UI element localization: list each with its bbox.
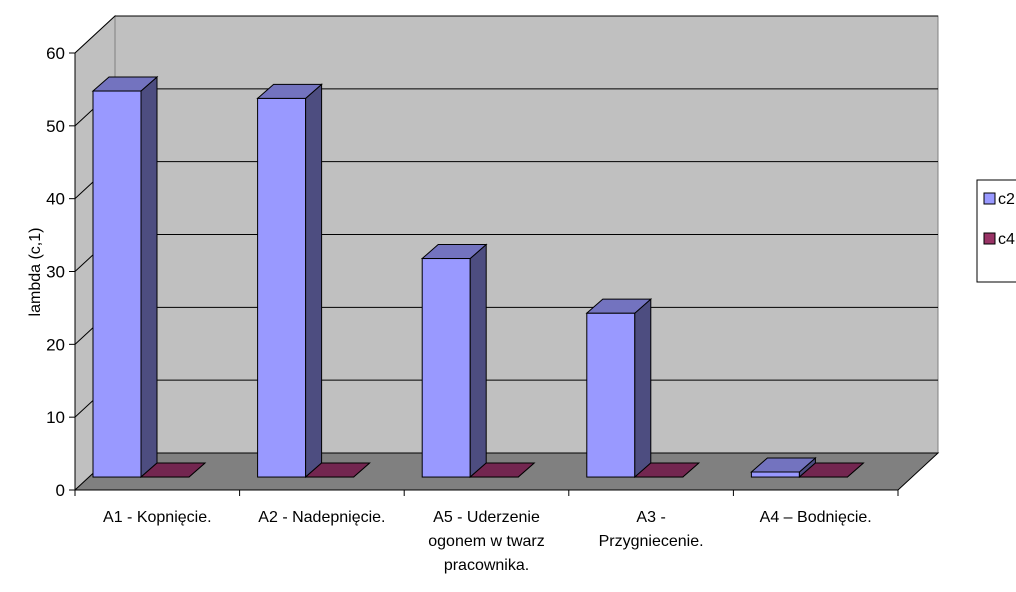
bar-c2-3	[420, 243, 488, 479]
legend-swatch	[983, 232, 996, 245]
bar-top	[633, 462, 701, 478]
y-tick-label: 30	[46, 263, 65, 282]
bar-top	[91, 76, 159, 92]
chart-walls	[73, 14, 940, 492]
bar-c4-2	[304, 462, 371, 478]
legend-label: c4	[998, 231, 1015, 248]
bar-front	[92, 90, 142, 478]
bar-front	[586, 312, 636, 478]
bar-side	[469, 243, 487, 479]
bar-c2-1	[91, 75, 159, 479]
bar-top	[304, 462, 371, 478]
bar-front	[750, 471, 800, 478]
y-tick-label: 10	[46, 408, 65, 427]
bar-top	[420, 244, 488, 260]
x-tick-label: A1 - Kopnięcie.	[103, 509, 212, 526]
bar-side	[634, 298, 652, 479]
x-tick-label: A5 - Uderzenie	[433, 509, 540, 526]
y-tick-label: 60	[46, 44, 65, 63]
x-tick-labels: A1 - Kopnięcie. A2 - Nadepnięcie. A5 - Ude…	[103, 509, 872, 574]
y-tick-labels: 0 10 20 30 40 50 60	[46, 44, 65, 500]
y-axis-label: lambda (c,1)	[27, 228, 44, 317]
axes	[69, 52, 899, 496]
y-tick-label: 0	[56, 481, 65, 500]
bar-top	[468, 462, 536, 478]
bar-c2-4	[585, 298, 653, 479]
bar-top	[139, 462, 207, 478]
gridline	[74, 15, 938, 54]
x-tick-label: pracownika.	[444, 557, 529, 574]
bar-front	[257, 97, 307, 478]
bar-front	[421, 258, 471, 478]
legend-label: c2	[998, 191, 1015, 208]
bar-c2-5	[750, 456, 817, 479]
bars	[91, 75, 865, 479]
bar-top	[798, 462, 865, 478]
bar-top	[750, 457, 817, 473]
x-tick-label: A3 -	[636, 509, 665, 526]
legend-swatch	[983, 192, 996, 205]
bar-c4-5	[798, 462, 865, 478]
bar-top	[256, 83, 323, 99]
bar-top	[585, 298, 653, 314]
y-tick-label: 40	[46, 190, 65, 209]
bar-c2-2	[256, 83, 323, 479]
bar-side	[305, 83, 323, 479]
y-tick-label: 20	[46, 335, 65, 354]
bar-side	[140, 75, 158, 479]
bar-c4-4	[633, 462, 701, 478]
y-tick-label: 50	[46, 117, 65, 136]
x-tick-label: ogonem w twarz	[428, 533, 545, 550]
x-tick-label: A2 - Nadepnięcie.	[258, 509, 385, 526]
bar-c4-3	[468, 462, 536, 478]
bar-c4-1	[139, 462, 207, 478]
legend: c2 c4	[976, 179, 1016, 283]
x-tick-label: Przygniecenie.	[599, 533, 704, 550]
x-tick-label: A4 – Bodnięcie.	[760, 509, 872, 526]
